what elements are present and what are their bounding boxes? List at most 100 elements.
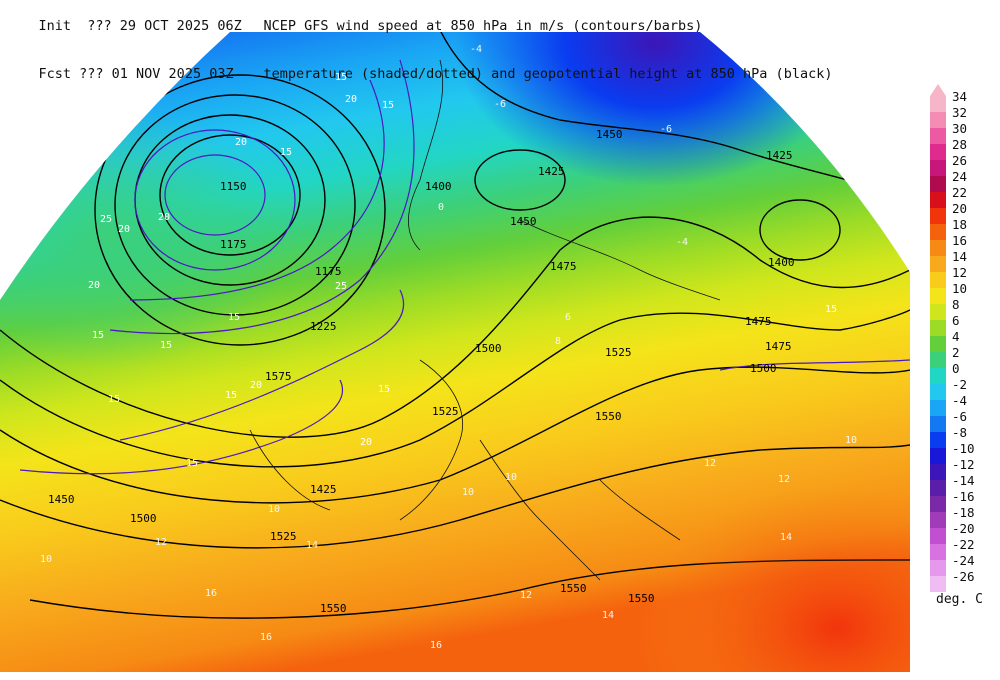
height-label: 1400 [425,180,452,193]
height-label: 1450 [48,493,75,506]
colorbar-level-label: 34 [952,89,967,104]
wind-label: 15 [382,100,394,111]
colorbar-level-label: 24 [952,169,967,184]
temp-label: 10 [462,487,474,498]
temp-label: -4 [676,237,688,248]
colorbar-swatches: 3432302826242220181614121086420-2-4-6-8-… [930,84,975,592]
colorbar-swatch [930,432,946,448]
height-label: 1425 [310,483,337,496]
wind-label: 20 [235,137,247,148]
height-label: 1450 [596,128,623,141]
colorbar-level-label: 4 [952,329,960,344]
colorbar-swatch [930,368,946,384]
colorbar-swatch [930,256,946,272]
wind-label: 15 [225,390,237,401]
height-label: 1525 [270,530,297,543]
colorbar-swatch [930,240,946,256]
colorbar-level-label: 16 [952,233,967,248]
colorbar-swatch [930,560,946,576]
temp-label: 10 [268,504,280,515]
height-label: 1500 [475,342,502,355]
colorbar-level-label: 26 [952,153,967,168]
temp-label: 0 [438,202,444,213]
wind-label: 25 [100,214,112,225]
wind-label: 15 [378,384,390,395]
colorbar-swatch [930,224,946,240]
wind-label: 20 [345,94,357,105]
temp-label: 16 [260,632,272,643]
height-label: 1525 [605,346,632,359]
height-label: 1575 [265,370,292,383]
init-label: Init ??? 29 OCT 2025 06Z [38,18,242,34]
wind-label: 20 [250,380,262,391]
title-line-1: NCEP GFS wind speed at 850 hPa in m/s (c… [263,18,703,34]
colorbar-swatch [930,176,946,192]
colorbar-level-label: -26 [952,569,975,584]
height-label: 1150 [220,180,247,193]
temp-label: 12 [520,590,532,601]
height-label: 1500 [130,512,157,525]
colorbar-swatch [930,320,946,336]
wind-label: 20 [88,280,100,291]
colorbar-swatch [930,512,946,528]
colorbar-level-label: 18 [952,217,967,232]
temp-label: 14 [306,540,318,551]
colorbar-level-label: 8 [952,297,960,312]
temp-label: 12 [778,474,790,485]
colorbar-swatch [930,288,946,304]
wind-label: 20 [118,224,130,235]
wind-label: 15 [280,147,292,158]
colorbar-swatch [930,416,946,432]
colorbar-level-label: 28 [952,137,967,152]
wind-label: 25 [335,281,347,292]
wind-label: 15 [108,394,120,405]
colorbar-level-label: -22 [952,537,975,552]
colorbar-swatch [930,128,946,144]
temp-label: 12 [704,458,716,469]
height-label: 1550 [320,602,347,615]
fcst-label: Fcst ??? 01 NOV 2025 03Z [38,66,234,82]
colorbar-swatch [930,272,946,288]
colorbar-level-label: 0 [952,361,960,376]
colorbar-top-arrow [930,84,946,96]
title-line-2: temperature (shaded/dotted) and geopoten… [263,66,833,82]
temp-label: 12 [155,537,167,548]
colorbar-level-label: 10 [952,281,967,296]
wind-label: 15 [825,304,837,315]
temp-label: 14 [602,610,614,621]
colorbar-level-label: -8 [952,425,967,440]
colorbar-level-label: 2 [952,345,960,360]
temp-label: 16 [430,640,442,651]
temp-label: -6 [660,124,672,135]
temp-label: 6 [565,312,571,323]
temp-label: -4 [470,44,482,55]
temp-label: 16 [205,588,217,599]
colorbar-swatch [930,448,946,464]
colorbar-swatch [930,96,946,112]
colorbar-swatch [930,464,946,480]
height-label: 1475 [765,340,792,353]
colorbar-swatch [930,528,946,544]
height-label: 1175 [220,238,247,251]
height-label: 1550 [628,592,655,605]
colorbar-level-label: -14 [952,473,975,488]
colorbar-level-label: 12 [952,265,967,280]
colorbar-swatch [930,496,946,512]
colorbar-swatch [930,352,946,368]
wind-label: 15 [186,458,198,469]
colorbar-level-label: -4 [952,393,967,408]
colorbar-level-label: -10 [952,441,975,456]
colorbar-swatch [930,112,946,128]
temp-label: 10 [845,435,857,446]
colorbar-level-label: 6 [952,313,960,328]
height-label: 1550 [595,410,622,423]
map-labels: 1425 1450 1425 1400 1450 1475 1400 1475 … [40,44,857,651]
height-label: 1225 [310,320,337,333]
temp-label: 10 [505,472,517,483]
header: Init ??? 29 OCT 2025 06Z NCEP GFS wind sp… [6,2,906,98]
colorbar-level-label: 22 [952,185,967,200]
wind-label-group: 15 20 15 20 15 20 25 20 20 15 15 15 20 1… [88,72,837,469]
height-label: 1475 [745,315,772,328]
colorbar-level-label: -16 [952,489,975,504]
height-label: 1175 [315,265,342,278]
